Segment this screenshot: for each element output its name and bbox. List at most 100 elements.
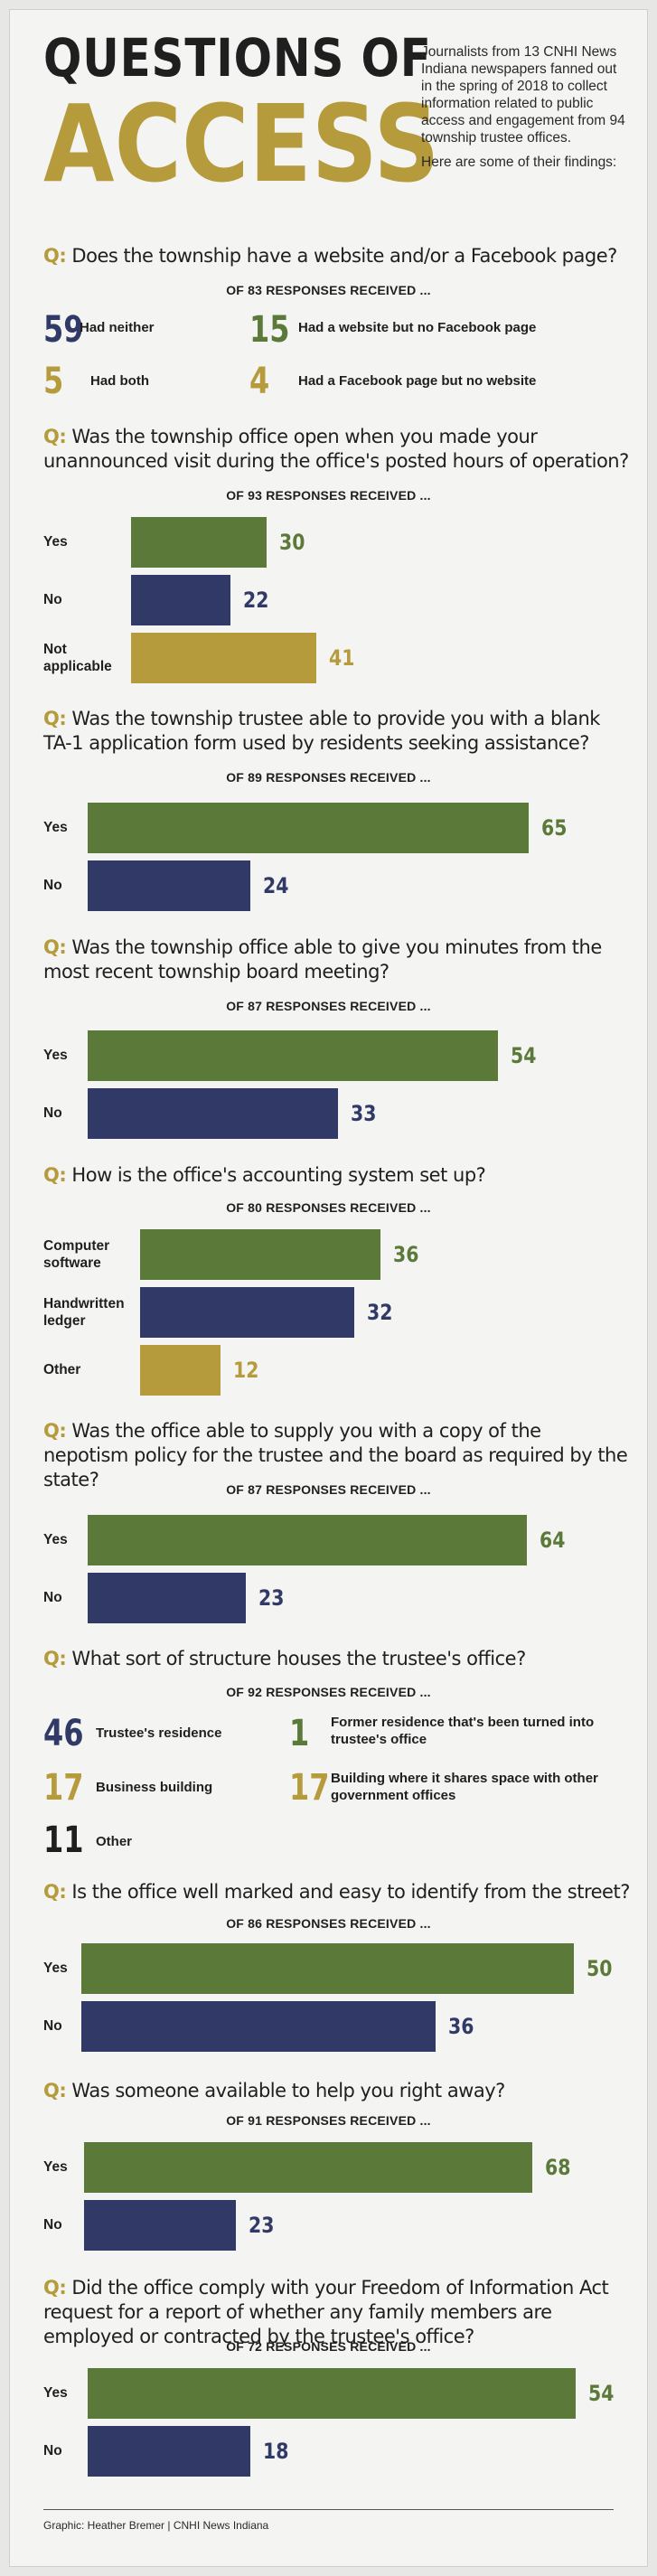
bar-label: No (43, 592, 62, 607)
question-text: Was the township office open when you ma… (43, 426, 629, 472)
title-line1: QUESTIONS OF (43, 27, 432, 89)
bar (84, 2200, 236, 2251)
header: QUESTIONS OF ACCESS Journalists from 13 … (43, 25, 640, 224)
question-prefix: Q: (43, 708, 67, 729)
responses-subtitle-6: OF 87 RESPONSES RECEIVED ... (226, 1482, 431, 1497)
bar-value-label: 36 (393, 1242, 419, 1267)
bar (88, 1088, 339, 1139)
bar (131, 633, 316, 683)
question-text: Did the office comply with your Freedom … (43, 2277, 609, 2347)
stat-value: 4 (249, 361, 270, 402)
intro-paragraph-2: Here are some of their findings: (421, 155, 617, 170)
question-prefix: Q: (43, 426, 67, 447)
stat-label: Had neither (80, 320, 155, 335)
bar (88, 2368, 576, 2419)
bar (88, 1030, 498, 1081)
question-6: Q: Was the office able to supply you wit… (43, 1419, 631, 1492)
bar-label: Yes (43, 1532, 68, 1547)
bar (81, 1943, 574, 1994)
stat-value: 1 (289, 1713, 310, 1754)
question-prefix: Q: (43, 936, 67, 958)
bar-value-label: 33 (351, 1101, 377, 1126)
responses-subtitle-3: OF 89 RESPONSES RECEIVED ... (226, 770, 431, 785)
bar-label: Yes (43, 534, 68, 550)
stat-value: 17 (43, 1767, 84, 1809)
question-prefix: Q: (43, 1881, 67, 1903)
responses-subtitle-5: OF 80 RESPONSES RECEIVED ... (226, 1200, 431, 1215)
intro-paragraph-1: Journalists from 13 CNHI News Indiana ne… (421, 44, 625, 146)
bar (88, 1515, 528, 1565)
question-text: Was the township office able to give you… (43, 936, 602, 982)
graphic-credit: Graphic: Heather Bremer | CNHI News Indi… (43, 2519, 269, 2532)
responses-subtitle-2: OF 93 RESPONSES RECEIVED ... (226, 488, 431, 503)
question-prefix: Q: (43, 1648, 67, 1669)
question-text: How is the office's accounting system se… (66, 1164, 486, 1186)
stat-value: 11 (43, 1819, 84, 1861)
bar-value-label: 24 (263, 873, 289, 898)
question-prefix: Q: (43, 245, 67, 267)
bar-label: No (43, 2018, 62, 2034)
bar-label: Handwritten ledger (43, 1296, 125, 1329)
question-9: Q: Was someone available to help you rig… (43, 2079, 631, 2103)
question-4: Q: Was the township office able to give … (43, 935, 631, 984)
question-3: Q: Was the township trustee able to prov… (43, 707, 631, 756)
responses-subtitle-10: OF 72 RESPONSES RECEIVED ... (226, 2339, 431, 2354)
bar (140, 1287, 354, 1338)
bar-label: No (43, 2443, 62, 2458)
footer-rule (43, 2509, 614, 2510)
responses-subtitle-9: OF 91 RESPONSES RECEIVED ... (226, 2113, 431, 2128)
bar-value-label: 68 (545, 2155, 571, 2180)
responses-subtitle-8: OF 86 RESPONSES RECEIVED ... (226, 1916, 431, 1931)
bar-label: Yes (43, 820, 68, 835)
stat-label: Business building (96, 1780, 213, 1795)
stat-label: Trustee's residence (96, 1725, 222, 1741)
bar (88, 860, 250, 911)
question-8: Q: Is the office well marked and easy to… (43, 1880, 631, 1904)
question-text: Is the office well marked and easy to id… (66, 1881, 630, 1903)
bar-label: Yes (43, 1960, 68, 1976)
bar-label: No (43, 878, 62, 893)
bar-label: Yes (43, 2385, 68, 2401)
stat-value: 15 (249, 309, 290, 351)
stat-value: 46 (43, 1713, 84, 1754)
bar-value-label: 54 (588, 2381, 615, 2406)
bar-value-label: 30 (279, 530, 305, 555)
question-prefix: Q: (43, 1420, 67, 1442)
bar-value-label: 23 (258, 1585, 285, 1611)
question-prefix: Q: (43, 2277, 67, 2299)
bar-value-label: 41 (329, 645, 355, 671)
bar (131, 517, 267, 568)
question-prefix: Q: (43, 2080, 67, 2101)
title-line2: ACCESS (43, 81, 440, 206)
bar-value-label: 65 (540, 815, 567, 841)
bar (84, 2142, 533, 2193)
bar-value-label: 12 (232, 1358, 259, 1383)
stat-label: Had a website but no Facebook page (298, 320, 537, 335)
bar-label: No (43, 1105, 62, 1121)
responses-subtitle-7: OF 92 RESPONSES RECEIVED ... (226, 1685, 431, 1699)
intro-text: Journalists from 13 CNHI News Indiana ne… (421, 43, 631, 178)
bar-label: Not applicable (43, 642, 112, 674)
bar (140, 1229, 381, 1280)
question-2: Q: Was the township office open when you… (43, 425, 631, 474)
bar-label: Yes (43, 2159, 68, 2175)
bar-value-label: 18 (263, 2439, 289, 2464)
stat-value: 17 (289, 1767, 330, 1809)
stat-label: Building where it shares space with othe… (331, 1771, 598, 1803)
question-10: Q: Did the office comply with your Freed… (43, 2276, 631, 2349)
stat-value: 59 (43, 309, 84, 351)
bar (88, 1573, 246, 1623)
bar-value-label: 23 (248, 2213, 275, 2238)
question-prefix: Q: (43, 1164, 67, 1186)
bar-value-label: 22 (243, 588, 269, 613)
stat-value: 5 (43, 361, 64, 402)
stat-label: Former residence that's been turned into… (331, 1715, 595, 1747)
question-text: What sort of structure houses the truste… (66, 1648, 526, 1669)
stat-label: Other (96, 1834, 133, 1849)
question-5: Q: How is the office's accounting system… (43, 1163, 631, 1188)
bar (81, 2001, 436, 2052)
question-1: Q: Does the township have a website and/… (43, 244, 631, 268)
bar-label: No (43, 1590, 62, 1605)
bar (131, 575, 230, 625)
bar-value-label: 32 (366, 1300, 393, 1325)
